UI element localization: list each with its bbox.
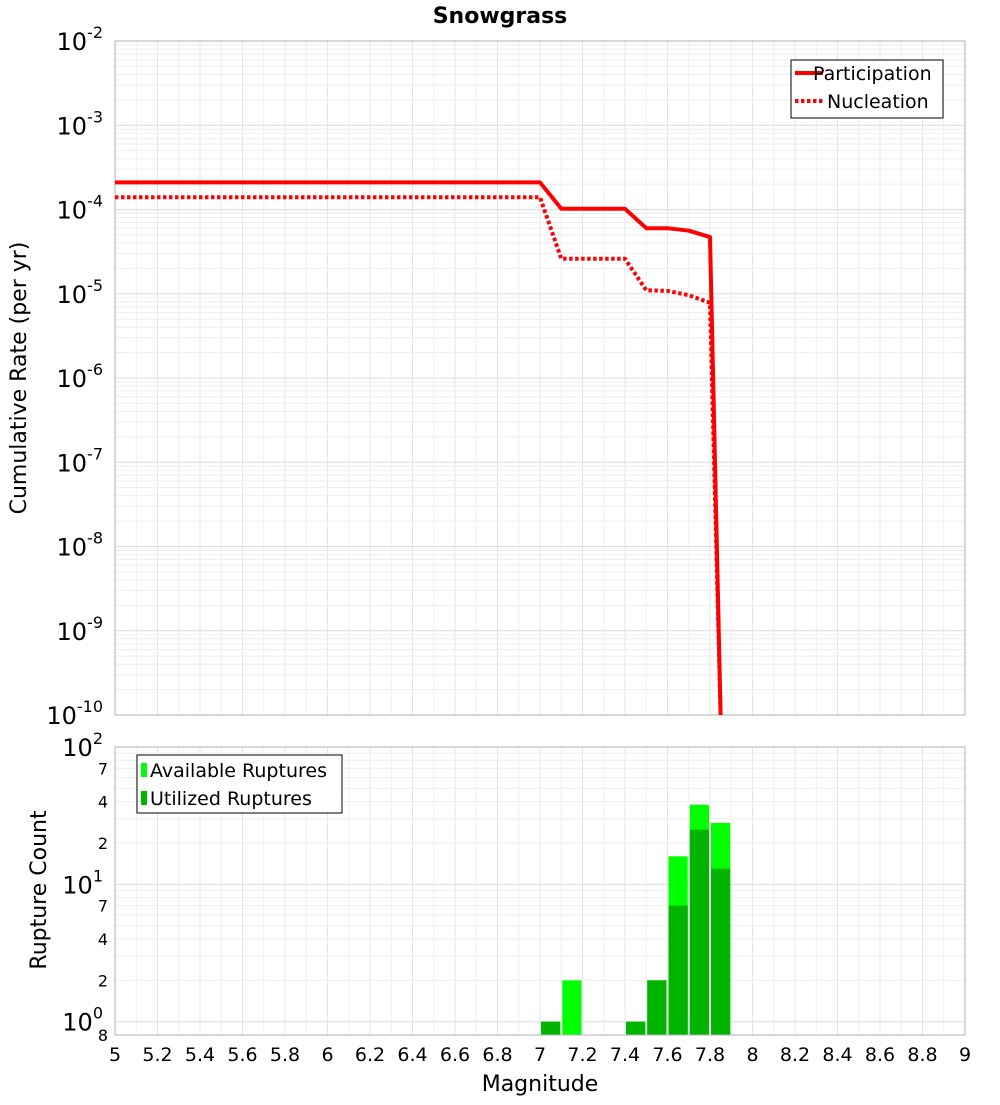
y-tick-label: 10-5	[57, 276, 104, 309]
x-tick-label: 7.2	[567, 1044, 597, 1066]
chart-title: Snowgrass	[433, 4, 568, 29]
y-tick-label: 10-2	[57, 23, 104, 56]
x-tick-label: 7.6	[652, 1044, 682, 1066]
series-line-participation	[115, 180, 723, 716]
y-tick-label: 8	[98, 1026, 108, 1045]
rate-panel: 10-2 10-3 10-4 10-5 10-6 10-7 10-8 10-9 10-10 Par…	[46, 23, 966, 730]
y-axis-label-count: Rupture Count	[27, 810, 52, 970]
y-tick-label: 101	[62, 866, 103, 899]
x-tick-label: 6.8	[482, 1044, 512, 1066]
x-axis-label: Magnitude	[482, 1072, 599, 1097]
legend: Participation Nucleation	[790, 59, 944, 119]
legend: Available Ruptures Utilized Ruptures	[136, 754, 343, 814]
legend-label: Nucleation	[827, 91, 929, 113]
x-tick-label: 9	[959, 1044, 971, 1066]
y-tick-label: 10-8	[57, 529, 104, 562]
legend-box	[136, 754, 343, 814]
y-tick-label: 10-4	[57, 192, 104, 225]
x-tick-label: 5.4	[185, 1044, 215, 1066]
legend-box	[790, 59, 944, 119]
x-tick-label: 6.6	[440, 1044, 470, 1066]
y-tick-label: 10-10	[46, 697, 103, 730]
legend-label: Available Ruptures	[150, 760, 327, 782]
x-tick-label: 7	[534, 1044, 546, 1066]
y-tick-label: 2	[98, 834, 108, 853]
y-tick-label: 100	[62, 1004, 103, 1037]
legend-swatch	[141, 763, 147, 777]
y-tick-label: 10-3	[57, 107, 104, 140]
y-tick-label: 102	[62, 729, 103, 762]
plot-border	[114, 40, 966, 716]
x-tick-label: 5.8	[270, 1044, 300, 1066]
series-line-nucleation	[115, 195, 723, 716]
y-tick-label: 7	[98, 897, 108, 916]
x-tick-label: 8.2	[780, 1044, 810, 1066]
legend-label: Utilized Ruptures	[150, 788, 312, 810]
bar-utilized-ruptures	[689, 829, 709, 1035]
x-tick-label: 8.8	[907, 1044, 937, 1066]
y-tick-label: 4	[98, 793, 108, 812]
y-tick-label: 2	[98, 971, 108, 990]
bar-utilized-ruptures	[647, 980, 667, 1035]
bar-utilized-ruptures	[541, 1021, 561, 1035]
bar-utilized-ruptures	[668, 905, 688, 1035]
x-tick-label: 6.4	[397, 1044, 427, 1066]
y-axis-label-rate: Cumulative Rate (per yr)	[7, 242, 32, 515]
y-tick-label: 10-9	[57, 613, 104, 646]
bar-utilized-ruptures	[626, 1021, 646, 1035]
x-tick-label: 5.6	[227, 1044, 257, 1066]
y-tick-label: 10-6	[57, 360, 104, 393]
x-tick-label: 5.2	[142, 1044, 172, 1066]
y-tick-label: 10-7	[57, 444, 104, 477]
x-tick-label: 7.4	[610, 1044, 640, 1066]
bar-utilized-ruptures	[711, 868, 731, 1035]
x-tick-label: 5	[109, 1044, 121, 1066]
y-tick-label: 7	[98, 759, 108, 778]
x-tick-label: 8	[746, 1044, 758, 1066]
x-tick-label: 7.8	[695, 1044, 725, 1066]
legend-label: Participation	[813, 63, 932, 85]
plot-border	[114, 746, 966, 1036]
x-tick-label: 8.6	[865, 1044, 895, 1066]
y-tick-label: 4	[98, 930, 108, 949]
legend-swatch	[141, 791, 147, 805]
x-tick-label: 8.4	[822, 1044, 852, 1066]
bar-available-ruptures	[562, 980, 582, 1035]
x-tick-label: 6	[321, 1044, 333, 1066]
x-tick-label: 6.2	[355, 1044, 385, 1066]
